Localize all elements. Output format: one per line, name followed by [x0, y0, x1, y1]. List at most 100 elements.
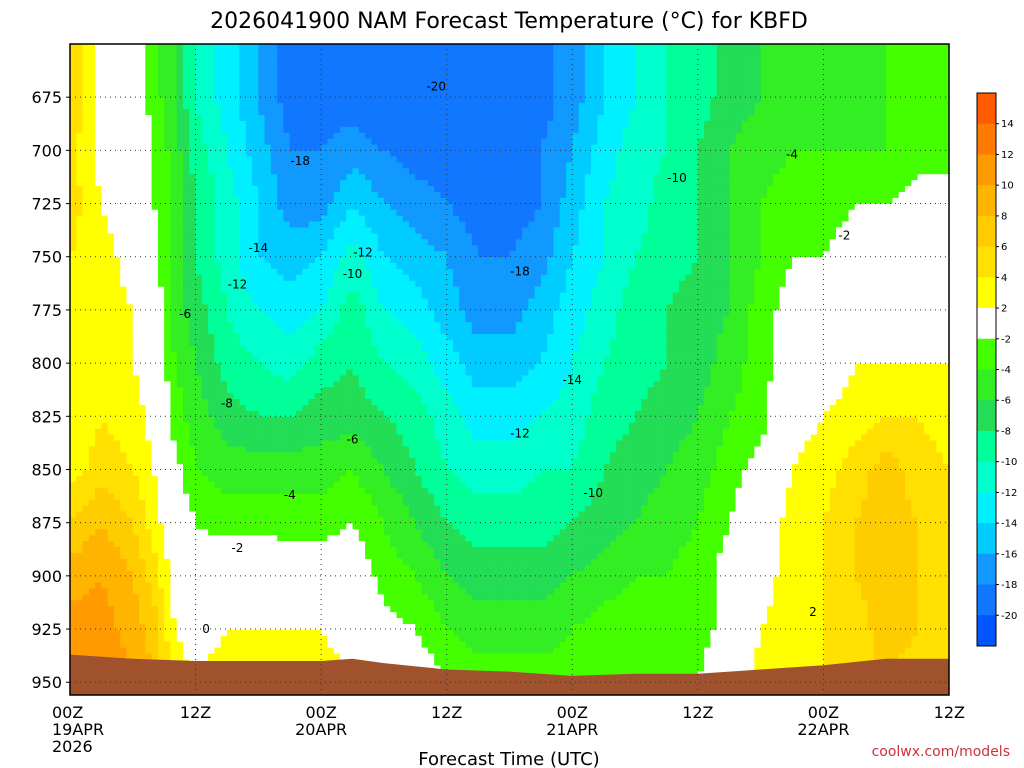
temperature-cell [239, 203, 247, 211]
temperature-cell [113, 262, 121, 270]
temperature-cell [170, 623, 178, 631]
temperature-cell [76, 570, 84, 578]
temperature-cell [239, 333, 247, 341]
temperature-cell [270, 351, 278, 359]
temperature-cell [352, 197, 360, 205]
temperature-cell [157, 49, 165, 57]
temperature-cell [339, 245, 347, 252]
temperature-cell [308, 132, 316, 140]
temperature-cell [245, 286, 253, 294]
temperature-cell [252, 304, 259, 311]
temperature-cell [157, 73, 165, 81]
temperature-cell [214, 529, 222, 536]
temperature-cell [245, 481, 253, 489]
temperature-cell [233, 464, 241, 471]
temperature-cell [76, 594, 84, 601]
temperature-cell [113, 452, 121, 459]
temperature-cell [327, 588, 335, 595]
temperature-cell [245, 523, 253, 530]
temperature-cell [346, 197, 354, 205]
temperature-cell [139, 328, 146, 335]
temperature-cell [258, 600, 266, 607]
temperature-cell [289, 357, 297, 365]
temperature-cell [126, 168, 134, 175]
temperature-cell [245, 511, 253, 519]
temperature-cell [296, 558, 303, 566]
temperature-cell [277, 399, 285, 406]
temperature-cell [151, 629, 159, 637]
temperature-cell [233, 215, 241, 223]
temperature-cell [126, 262, 134, 270]
temperature-cell [95, 523, 102, 530]
temperature-cell [226, 517, 234, 524]
temperature-cell [82, 541, 90, 548]
temperature-cell [321, 304, 329, 311]
temperature-cell [126, 653, 134, 661]
temperature-cell [333, 523, 341, 530]
temperature-cell [220, 115, 228, 122]
temperature-cell [339, 67, 347, 75]
temperature-cell [277, 381, 285, 388]
temperature-cell [139, 239, 146, 246]
temperature-cell [183, 470, 190, 477]
temperature-cell [164, 109, 172, 116]
temperature-cell [183, 186, 190, 193]
temperature-cell [226, 464, 234, 471]
temperature-cell [170, 73, 178, 81]
temperature-cell [183, 629, 190, 637]
temperature-cell [145, 505, 153, 513]
temperature-cell [314, 629, 322, 637]
temperature-cell [120, 209, 128, 217]
temperature-cell [314, 387, 322, 394]
temperature-cell [308, 174, 316, 181]
temperature-cell [208, 541, 216, 548]
temperature-cell [201, 274, 209, 282]
temperature-cell [151, 641, 159, 649]
temperature-cell [183, 215, 190, 223]
temperature-cell [107, 434, 115, 442]
temperature-cell [333, 239, 341, 246]
temperature-cell [214, 428, 222, 436]
temperature-cell [88, 274, 96, 282]
temperature-cell [289, 156, 297, 163]
temperature-cell [321, 144, 329, 152]
temperature-cell [70, 44, 77, 51]
temperature-cell [327, 552, 335, 560]
temperature-cell [126, 251, 134, 258]
temperature-cell [170, 511, 178, 519]
temperature-cell [283, 606, 291, 613]
temperature-cell [208, 523, 216, 530]
temperature-cell [113, 132, 121, 140]
temperature-cell [95, 191, 102, 199]
temperature-cell [277, 162, 285, 169]
temperature-cell [220, 126, 228, 134]
temperature-cell [289, 162, 297, 169]
temperature-cell [245, 304, 253, 311]
temperature-cell [289, 310, 297, 317]
temperature-cell [189, 511, 197, 519]
temperature-cell [70, 292, 77, 300]
temperature-cell [283, 612, 291, 619]
temperature-cell [195, 257, 203, 264]
temperature-cell [183, 612, 190, 619]
temperature-cell [226, 647, 234, 655]
temperature-cell [157, 245, 165, 252]
temperature-cell [233, 369, 241, 377]
temperature-cell [139, 369, 146, 377]
temperature-cell [70, 280, 77, 288]
temperature-cell [183, 245, 190, 252]
temperature-cell [208, 251, 216, 258]
temperature-cell [195, 428, 203, 436]
temperature-cell [270, 446, 278, 453]
temperature-cell [245, 440, 253, 448]
temperature-cell [151, 132, 159, 140]
temperature-cell [339, 215, 347, 223]
temperature-cell [145, 464, 153, 471]
temperature-cell [95, 215, 102, 223]
temperature-cell [208, 647, 216, 655]
temperature-cell [321, 399, 329, 406]
temperature-cell [101, 209, 109, 217]
temperature-cell [270, 186, 278, 193]
temperature-cell [258, 197, 266, 205]
temperature-cell [176, 576, 184, 584]
